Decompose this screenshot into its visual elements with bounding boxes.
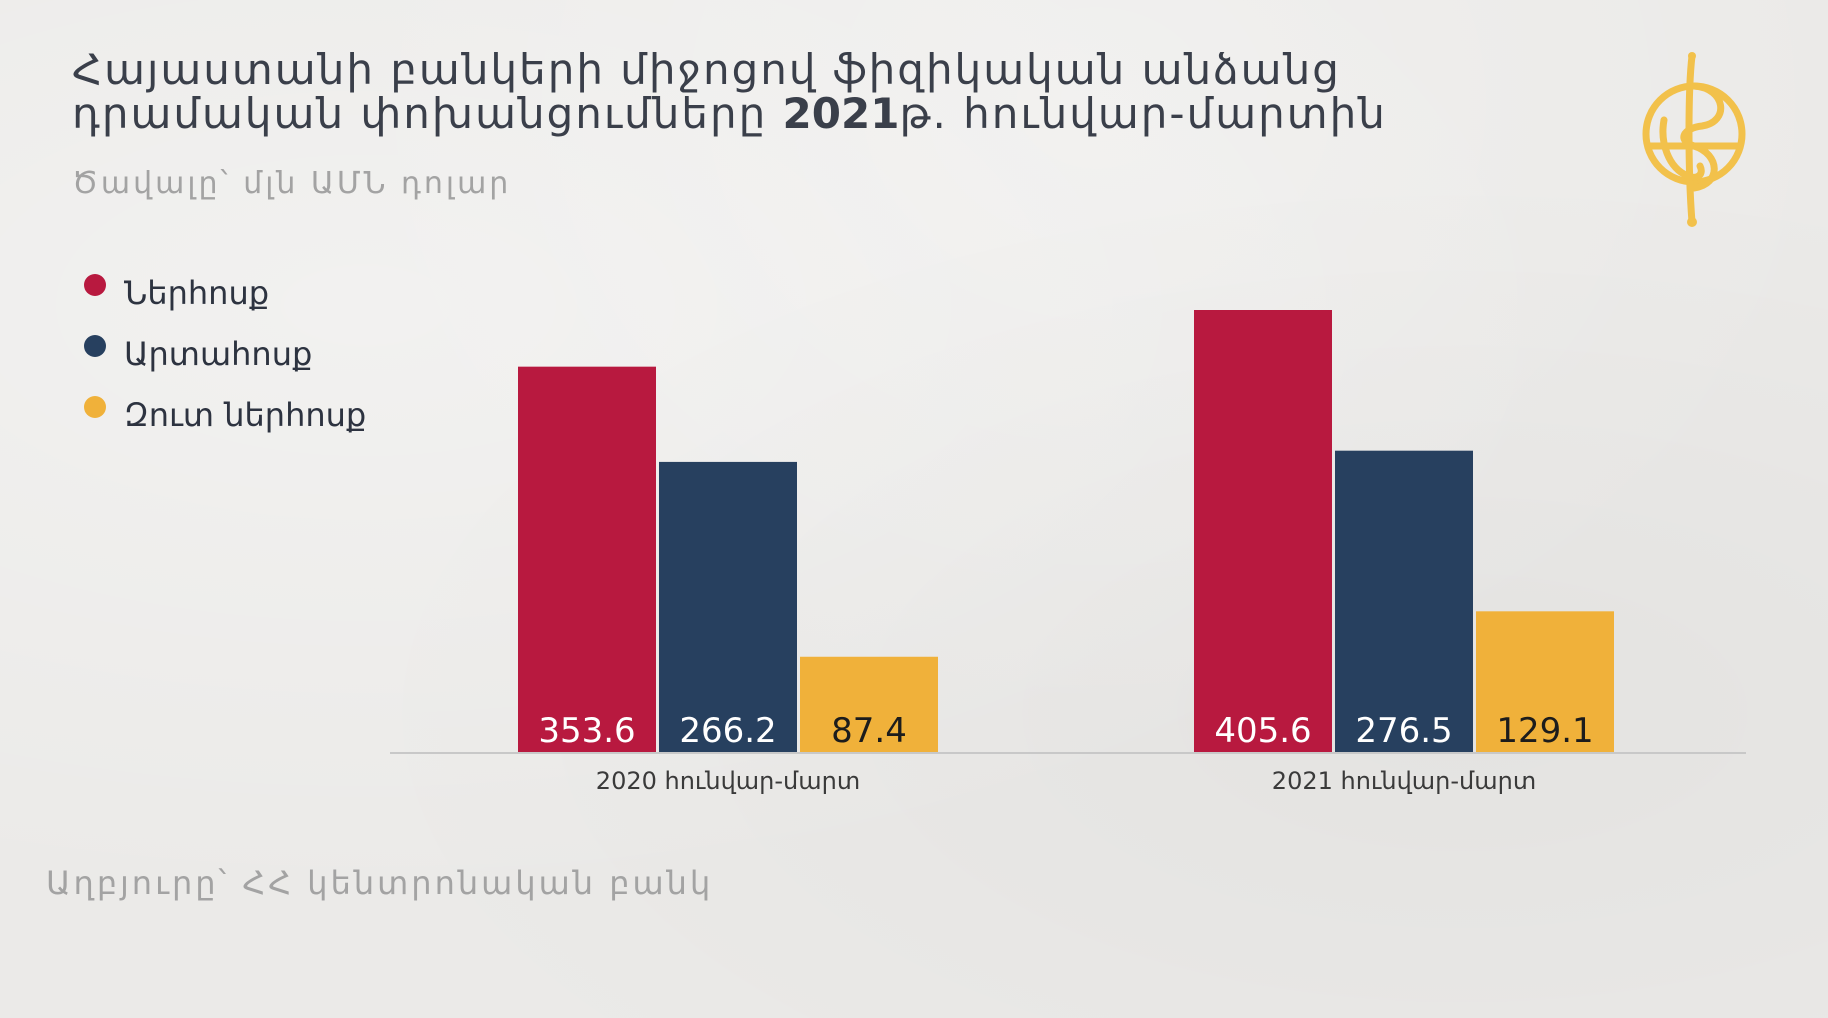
legend-marker-inflow: [84, 273, 106, 296]
bar-net-2: [1476, 611, 1614, 752]
legend-item-outflow: Արտահոսք: [84, 323, 366, 384]
data-label-inflow-2: 405.6: [1214, 711, 1311, 751]
legend-label-outflow: Արտահոսք: [124, 334, 313, 373]
title-line-2: դրամական փոխանցումները 2021թ. հունվար-մա…: [72, 89, 1385, 138]
data-label-net-2: 129.1: [1496, 711, 1593, 751]
bar-outflow-1: [659, 461, 797, 752]
x-tick-label-1: 2020 հունվար-մարտ: [596, 767, 860, 795]
title-year: 2021: [782, 89, 900, 138]
chart-title: Հայաստանի բանկերի միջոցով ֆիզիկական անձա…: [72, 45, 1385, 138]
title-line-1: Հայաստանի բանկերի միջոցով ֆիզիկական անձա…: [72, 45, 1341, 94]
legend-item-inflow: Ներհոսք: [84, 262, 366, 323]
legend-label-net: Զուտ ներհոսք: [124, 395, 367, 434]
legend-item-net: Զուտ ներհոսք: [84, 384, 366, 445]
data-label-net-1: 87.4: [831, 711, 907, 751]
data-label-outflow-1: 266.2: [679, 711, 776, 751]
title-line-2-end: թ. հունվար-մարտին: [899, 89, 1387, 138]
legend-marker-net: [84, 395, 106, 418]
source-note: Աղբյուրը՝ ՀՀ կենտրոնական բանկ: [46, 864, 714, 902]
chart-subtitle: Ծավալը՝ մլն ԱՄՆ դոլար: [72, 166, 512, 201]
bar-outflow-2: [1335, 450, 1473, 752]
bar-inflow-2: [1194, 310, 1332, 752]
bar-inflow-1: [518, 366, 656, 752]
legend-marker-outflow: [84, 334, 106, 357]
legend: Ներհոսք Արտահոսք Զուտ ներհոսք: [84, 262, 366, 445]
yellow-globe-logo-icon: [1642, 52, 1746, 227]
data-label-inflow-1: 353.6: [538, 711, 635, 751]
legend-label-inflow: Ներհոսք: [124, 273, 270, 312]
bar-net-1: [800, 656, 938, 752]
title-line-2-start: դրամական փոխանցումները: [72, 89, 783, 138]
data-label-outflow-2: 276.5: [1355, 711, 1452, 751]
x-tick-label-2: 2021 հունվար-մարտ: [1272, 767, 1536, 795]
